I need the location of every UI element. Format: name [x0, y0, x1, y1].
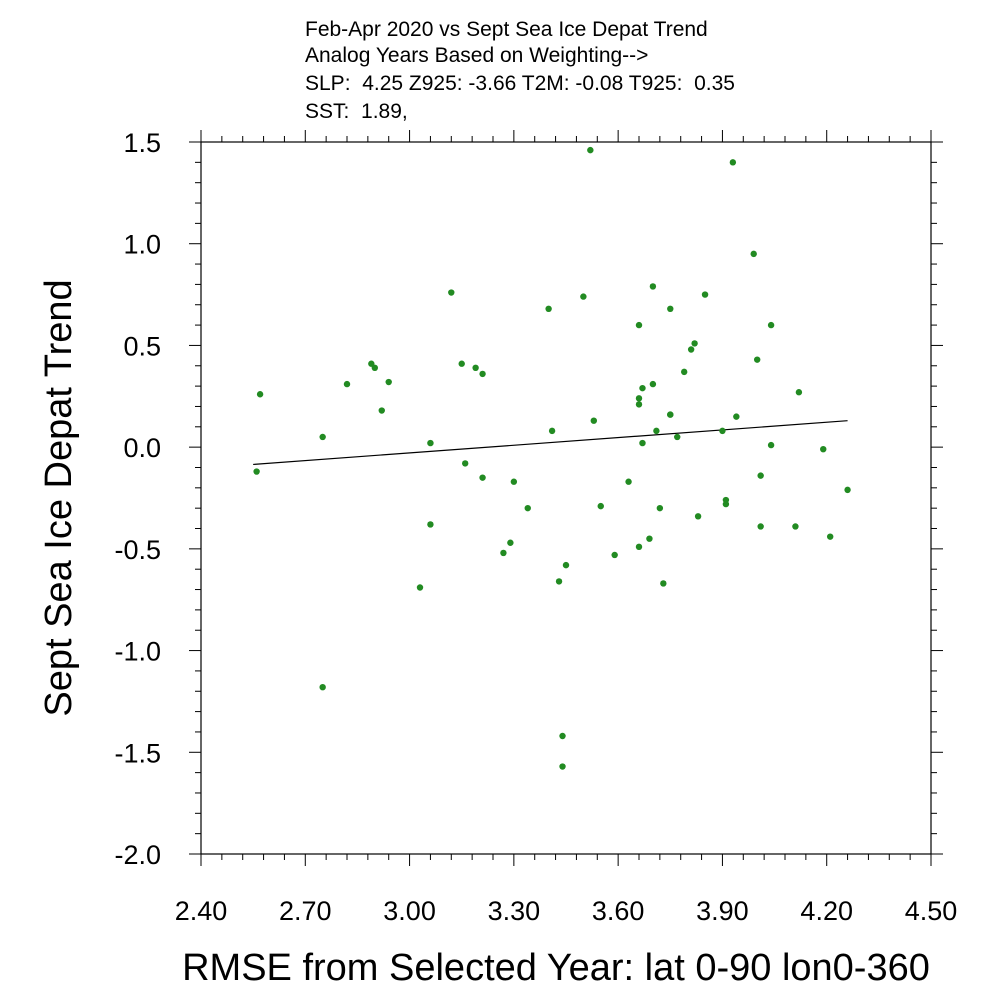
data-point: [458, 360, 465, 367]
data-point: [559, 732, 566, 740]
data-point: [733, 413, 740, 420]
data-point: [729, 159, 737, 166]
data-point: [590, 417, 598, 424]
data-point: [555, 578, 563, 585]
x-tick-label: 3.90: [696, 896, 749, 926]
data-point: [753, 356, 761, 363]
data-point: [750, 250, 757, 258]
data-point: [472, 364, 479, 372]
data-point: [507, 539, 514, 546]
x-tick-label: 4.50: [905, 896, 958, 926]
data-point: [587, 146, 594, 154]
data-point: [461, 460, 469, 467]
data-point: [256, 391, 264, 398]
y-tick-label: -0.5: [114, 535, 161, 565]
y-tick-label: 1.5: [123, 128, 161, 158]
x-axis-title: RMSE from Selected Year: lat 0-90 lon0-3…: [182, 947, 930, 989]
data-point: [500, 549, 507, 557]
data-point: [719, 427, 726, 435]
chart-title-line-1: Feb-Apr 2020 vs Sept Sea Ice Depat Trend: [305, 18, 708, 41]
data-point: [701, 291, 709, 298]
axis-ticks: [189, 130, 943, 866]
data-point: [427, 439, 434, 447]
data-point: [427, 521, 434, 528]
data-point: [559, 763, 566, 770]
data-point: [639, 439, 646, 447]
data-point: [649, 380, 657, 388]
data-point: [371, 364, 379, 372]
data-point: [687, 346, 695, 353]
data-point: [635, 401, 643, 408]
x-tick-label: 3.60: [592, 896, 645, 926]
data-point: [319, 683, 326, 691]
data-point: [792, 523, 799, 530]
y-axis-title: Sept Sea Ice Depat Trend: [38, 279, 80, 716]
data-point: [795, 389, 803, 396]
data-point: [674, 433, 681, 441]
data-point: [548, 427, 556, 435]
data-point: [691, 340, 698, 347]
data-point: [416, 584, 424, 591]
x-tick-label: 3.00: [383, 896, 436, 926]
data-point: [767, 321, 775, 329]
data-point: [649, 283, 657, 290]
data-point: [385, 378, 392, 386]
data-points: [253, 146, 851, 770]
y-tick-label: -1.5: [114, 738, 161, 768]
data-point: [667, 305, 674, 313]
data-point: [580, 293, 587, 300]
x-tick-label: 4.20: [800, 896, 853, 926]
data-point: [378, 407, 385, 414]
data-point: [253, 468, 260, 475]
data-point: [545, 305, 552, 313]
data-point: [479, 370, 486, 378]
data-point: [639, 384, 646, 392]
data-point: [680, 368, 688, 376]
data-point: [660, 580, 667, 587]
data-point: [767, 441, 775, 449]
data-point: [343, 380, 351, 388]
data-point: [826, 533, 834, 540]
data-point: [611, 551, 618, 559]
data-point: [319, 433, 326, 441]
y-tick-label: 0.0: [123, 433, 161, 463]
tick-labels: 2.40 2.70 3.00 3.30 3.60 3.90 4.20 4.50 1.5 1.0 0.…: [114, 128, 957, 926]
data-point: [510, 478, 518, 485]
data-point: [646, 535, 653, 542]
data-point: [656, 504, 664, 512]
data-point: [448, 289, 455, 296]
data-point: [694, 513, 702, 520]
x-tick-label: 3.30: [488, 896, 541, 926]
data-point: [625, 478, 632, 485]
data-point: [597, 502, 604, 510]
data-point: [653, 427, 660, 435]
trend-line: [253, 420, 848, 466]
x-tick-label: 2.40: [175, 896, 228, 926]
data-point: [820, 445, 827, 453]
data-point: [667, 411, 674, 418]
data-point: [757, 472, 764, 479]
data-point: [757, 523, 764, 530]
data-point: [524, 504, 531, 512]
data-point: [635, 543, 643, 551]
y-tick-label: -2.0: [114, 840, 161, 870]
x-tick-label: 2.70: [279, 896, 332, 926]
y-tick-label: -1.0: [114, 637, 161, 667]
chart-title-line-4: SST: 1.89,: [305, 100, 408, 123]
data-point: [635, 395, 643, 402]
data-point: [479, 474, 486, 481]
data-point: [635, 321, 643, 329]
chart-title-line-3: SLP: 4.25 Z925: -3.66 T2M: -0.08 T925: 0…: [305, 72, 735, 95]
y-tick-label: 0.5: [123, 331, 161, 361]
data-point: [722, 500, 730, 508]
data-point: [844, 486, 851, 494]
y-tick-label: 1.0: [123, 230, 161, 260]
chart-title-line-2: Analog Years Based on Weighting-->: [305, 44, 649, 67]
plot-frame: [200, 141, 932, 855]
data-point: [562, 561, 570, 569]
